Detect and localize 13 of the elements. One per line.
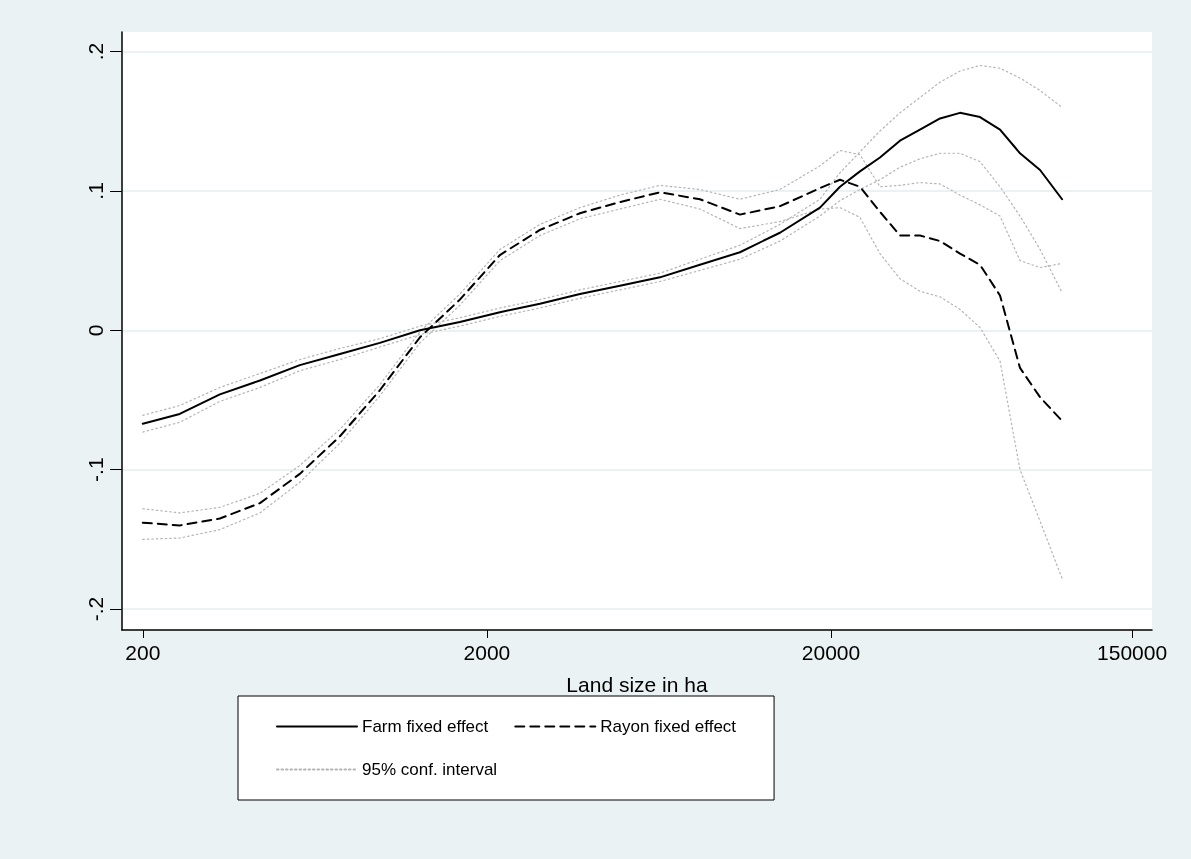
y-tick-label: -.2 xyxy=(84,596,107,622)
legend-label: Rayon fixed effect xyxy=(600,717,737,736)
y-tick-label: -.1 xyxy=(84,457,107,482)
y-tick-label: .1 xyxy=(84,182,107,200)
legend-label: 95% conf. interval xyxy=(362,760,498,779)
x-tick-label: 2000 xyxy=(463,641,511,664)
x-tick-label: 150000 xyxy=(1097,641,1168,664)
x-axis-title: Land size in ha xyxy=(566,673,708,696)
x-tick-label: 200 xyxy=(125,641,161,664)
y-tick-label: 0 xyxy=(84,324,107,337)
x-tick-label: 20000 xyxy=(801,641,861,664)
y-tick-label: .2 xyxy=(84,42,107,61)
legend-label: Farm fixed effect xyxy=(362,717,489,736)
